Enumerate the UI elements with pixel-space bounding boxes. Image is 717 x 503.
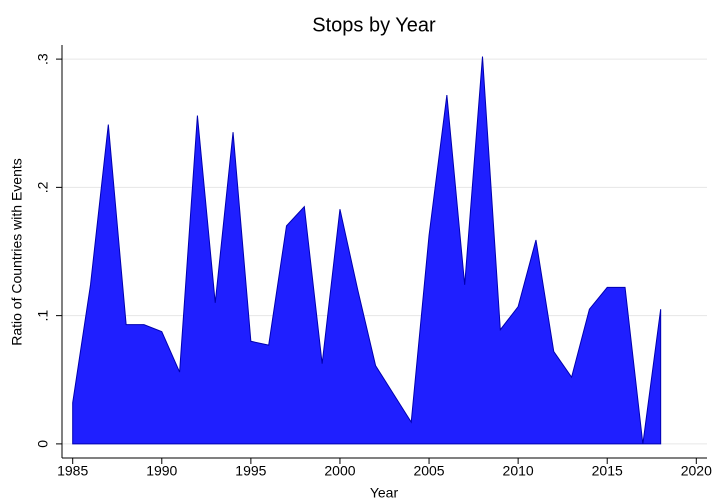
chart-title: Stops by Year: [312, 14, 436, 36]
x-tick-label: 2005: [413, 463, 444, 479]
x-tick-label: 1985: [57, 463, 88, 479]
x-tick-label: 1995: [235, 463, 266, 479]
x-tick-label: 2010: [503, 463, 534, 479]
y-tick-label: 0: [35, 440, 51, 448]
x-axis-label: Year: [370, 485, 399, 501]
y-tick-label: .2: [35, 181, 51, 193]
x-tick-label: 2015: [592, 463, 623, 479]
area: [72, 56, 662, 445]
x-tick-label: 2000: [324, 463, 355, 479]
y-tick-label: .1: [35, 310, 51, 322]
x-tick-label: 1990: [146, 463, 177, 479]
y-axis-label: Ratio of Countries with Events: [9, 158, 25, 346]
y-tick-label: .3: [35, 53, 51, 65]
x-tick-label: 2020: [681, 463, 712, 479]
